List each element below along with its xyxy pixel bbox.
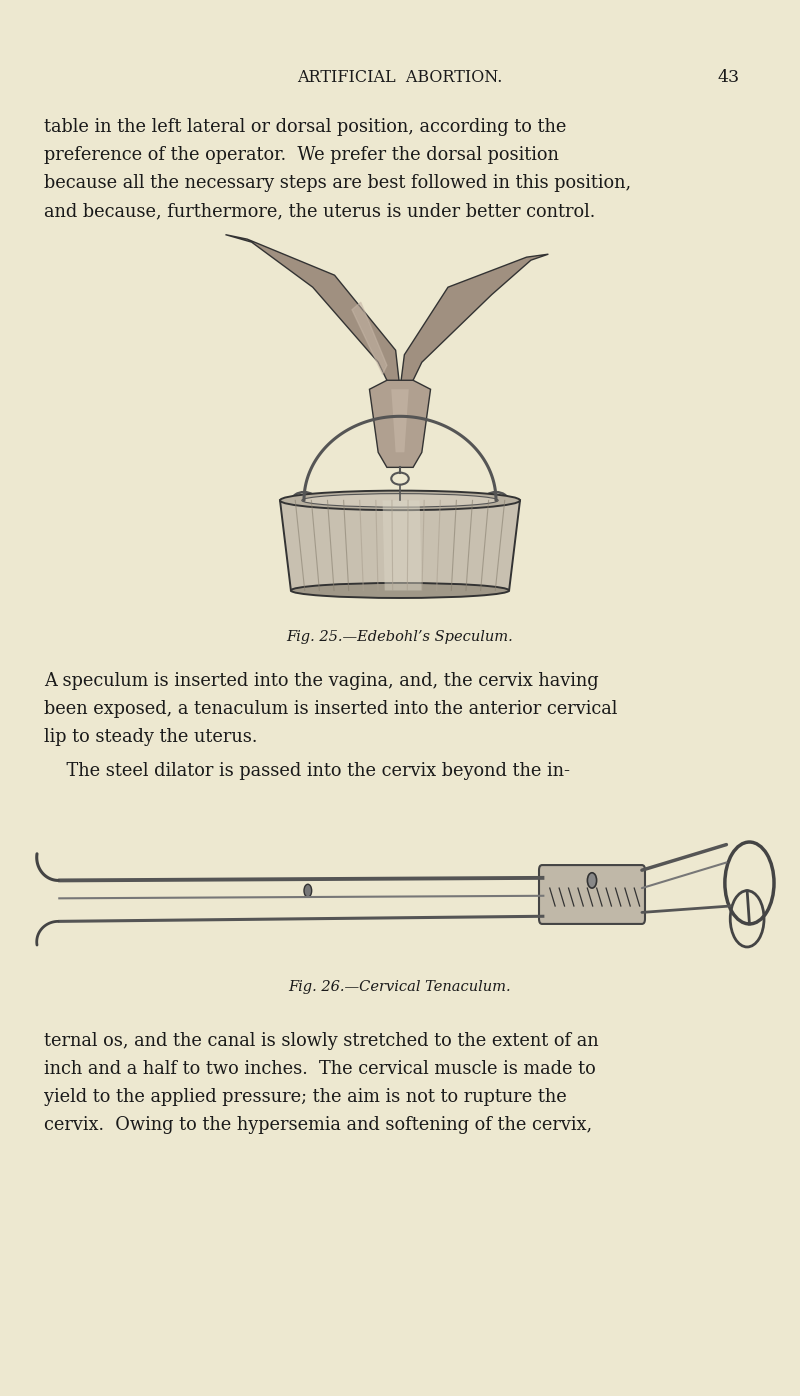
Polygon shape	[226, 235, 400, 389]
Polygon shape	[280, 500, 520, 591]
Text: Fig. 26.—Cervical Tenaculum.: Fig. 26.—Cervical Tenaculum.	[289, 980, 511, 994]
Text: table in the left lateral or dorsal position, according to the: table in the left lateral or dorsal posi…	[44, 119, 566, 135]
Polygon shape	[391, 389, 409, 452]
Ellipse shape	[302, 494, 498, 507]
Text: lip to steady the uterus.: lip to steady the uterus.	[44, 727, 258, 745]
Text: The steel dilator is passed into the cervix beyond the in-: The steel dilator is passed into the cer…	[44, 762, 570, 780]
Polygon shape	[400, 254, 548, 389]
Text: and because, furthermore, the uterus is under better control.: and because, furthermore, the uterus is …	[44, 202, 595, 221]
Text: cervix.  Owing to the hypersemia and softening of the cervix,: cervix. Owing to the hypersemia and soft…	[44, 1115, 592, 1134]
Text: ARTIFICIAL  ABORTION.: ARTIFICIAL ABORTION.	[298, 70, 502, 87]
Polygon shape	[352, 302, 387, 374]
Text: ternal os, and the canal is slowly stretched to the extent of an: ternal os, and the canal is slowly stret…	[44, 1032, 598, 1050]
Text: yield to the applied pressure; the aim is not to rupture the: yield to the applied pressure; the aim i…	[44, 1087, 566, 1106]
FancyBboxPatch shape	[539, 866, 645, 924]
Polygon shape	[382, 500, 422, 591]
Text: because all the necessary steps are best followed in this position,: because all the necessary steps are best…	[44, 174, 631, 193]
Text: 43: 43	[718, 70, 740, 87]
Ellipse shape	[280, 490, 520, 510]
Circle shape	[304, 884, 312, 898]
Ellipse shape	[291, 584, 509, 597]
Text: inch and a half to two inches.  The cervical muscle is made to: inch and a half to two inches. The cervi…	[44, 1060, 596, 1078]
Text: been exposed, a tenaculum is inserted into the anterior cervical: been exposed, a tenaculum is inserted in…	[44, 699, 618, 718]
Text: preference of the operator.  We prefer the dorsal position: preference of the operator. We prefer th…	[44, 147, 559, 163]
Circle shape	[587, 872, 597, 888]
Text: A speculum is inserted into the vagina, and, the cervix having: A speculum is inserted into the vagina, …	[44, 671, 598, 690]
Polygon shape	[370, 380, 430, 468]
Text: Fig. 25.—Edebohl’s Speculum.: Fig. 25.—Edebohl’s Speculum.	[286, 630, 514, 644]
